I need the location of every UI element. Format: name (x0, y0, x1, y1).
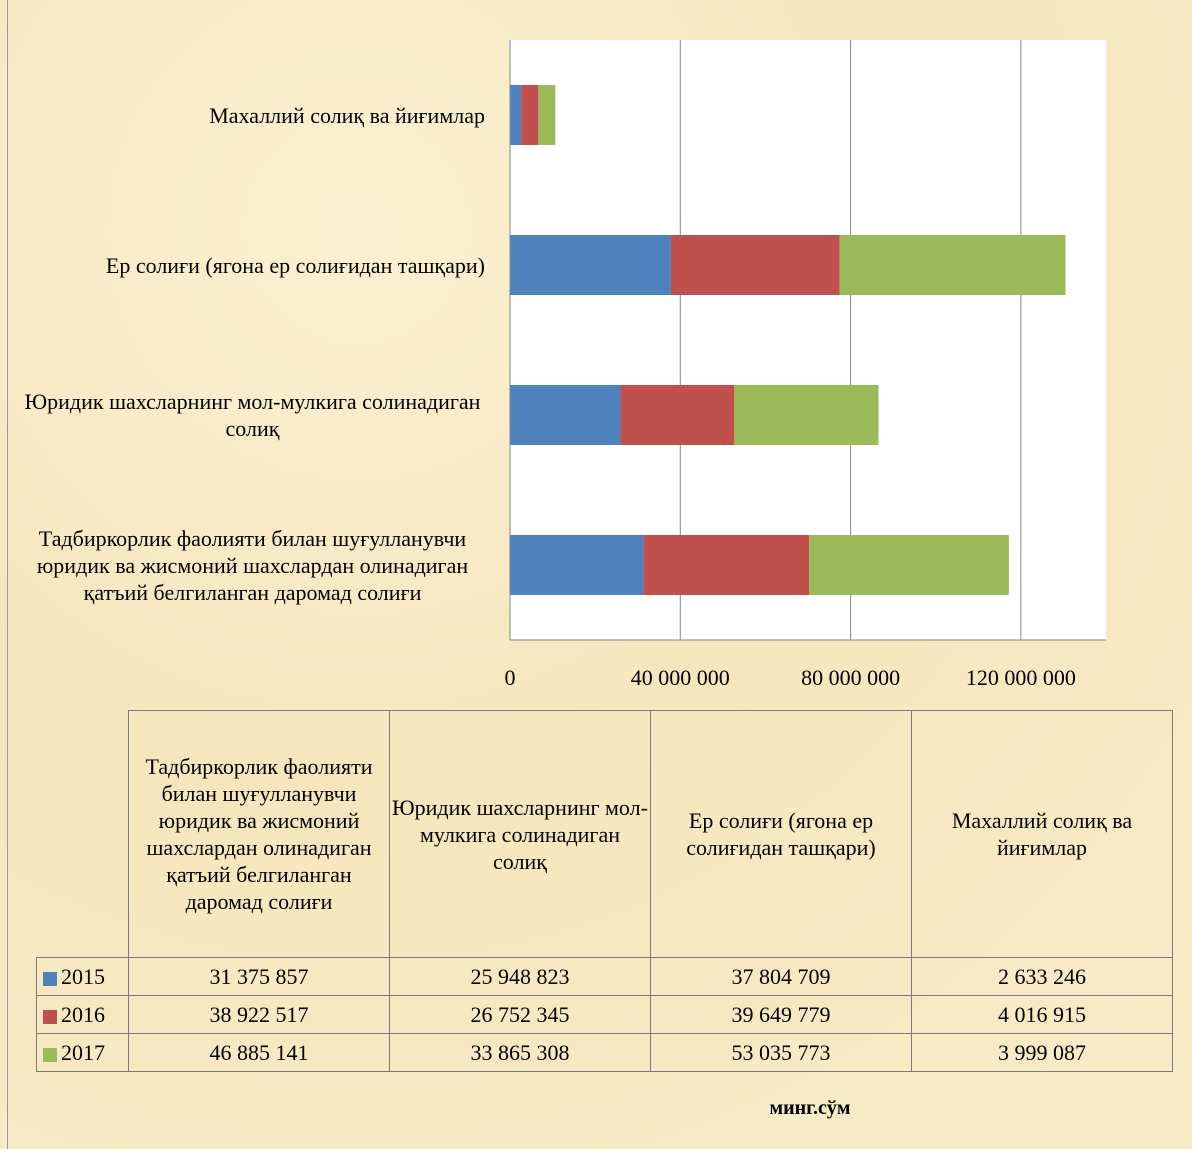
category-label: Юридик шахсларнинг мол-мулкига солинадиг… (10, 340, 485, 490)
unit-label: минг.сўм (769, 1097, 851, 1119)
header-cell: Юридик шахсларнинг мол-мулкига солинадиг… (389, 710, 651, 958)
bar (734, 385, 879, 445)
legend-cell: 2016 (36, 995, 129, 1034)
header-cell: Ер солиғи (ягона ер солиғидан ташқари) (650, 710, 912, 958)
chart: 0 40 000 000 80 000 000 120 000 000 (505, 40, 1106, 690)
data-table: Тадбиркорлик фаолияти билан шуғулланувчи… (36, 710, 1173, 1072)
value-cell: 4 016 915 (911, 995, 1173, 1034)
bar (510, 385, 621, 445)
bar (620, 385, 735, 445)
data-row: 2015 31 375 857 25 948 823 37 804 709 2 633 … (36, 957, 1173, 996)
bar (510, 85, 522, 145)
legend-text: 2016 (61, 1002, 105, 1027)
value-cell: 3 999 087 (911, 1033, 1173, 1072)
category-label-text: Махаллий солиқ ва йиғимлар (209, 102, 485, 128)
bar (670, 235, 840, 295)
bar (521, 85, 539, 145)
value-cell: 25 948 823 (389, 957, 651, 996)
value-cell: 38 922 517 (128, 995, 390, 1034)
legend-key (43, 1047, 57, 1062)
value-cell: 53 035 773 (650, 1033, 912, 1072)
x-tick-label: 120 000 000 (966, 665, 1076, 690)
bar (538, 85, 556, 145)
header-blank (36, 710, 129, 958)
legend-key (43, 1009, 57, 1024)
category-label: Ер солиғи (ягона ер солиғидан ташқари) (10, 190, 485, 340)
bar (643, 535, 810, 595)
value-cell: 39 649 779 (650, 995, 912, 1034)
value-cell: 37 804 709 (650, 957, 912, 996)
category-label: Тадбиркорлик фаолияти билан шуғулланувчи… (10, 490, 485, 640)
legend-text: 2015 (61, 964, 105, 989)
data-row: 2016 38 922 517 26 752 345 39 649 779 4 016 … (36, 995, 1173, 1034)
bar (809, 535, 1009, 595)
header-row: Тадбиркорлик фаолияти билан шуғулланувчи… (36, 710, 1173, 958)
legend-cell: 2015 (36, 957, 129, 996)
value-cell: 26 752 345 (389, 995, 651, 1034)
value-cell: 2 633 246 (911, 957, 1173, 996)
category-label-text: Тадбиркорлик фаолияти билан шуғулланувчи… (36, 525, 469, 605)
legend-text: 2017 (61, 1040, 105, 1065)
category-label-text: Юридик шахсларнинг мол-мулкига солинадиг… (24, 389, 481, 441)
data-row: 2017 46 885 141 33 865 308 53 035 773 3 999 … (36, 1033, 1173, 1072)
header-cell: Тадбиркорлик фаолияти билан шуғулланувчи… (128, 710, 390, 958)
bar (510, 535, 644, 595)
category-label: Махаллий солиқ ва йиғимлар (10, 40, 485, 190)
x-tick-label: 0 (505, 665, 516, 690)
legend-cell: 2017 (36, 1033, 129, 1072)
bar (839, 235, 1066, 295)
category-label-text: Ер солиғи (ягона ер солиғидан ташқари) (105, 252, 485, 278)
value-cell: 46 885 141 (128, 1033, 390, 1072)
x-tick-label: 40 000 000 (631, 665, 730, 690)
frame (7, 0, 8, 1149)
value-cell: 31 375 857 (128, 957, 390, 996)
legend-key (43, 971, 57, 986)
value-cell: 33 865 308 (389, 1033, 651, 1072)
header-cell: Махаллий солиқ ва йиғимлар (911, 710, 1173, 958)
bar (510, 235, 671, 295)
x-tick-label: 80 000 000 (801, 665, 900, 690)
